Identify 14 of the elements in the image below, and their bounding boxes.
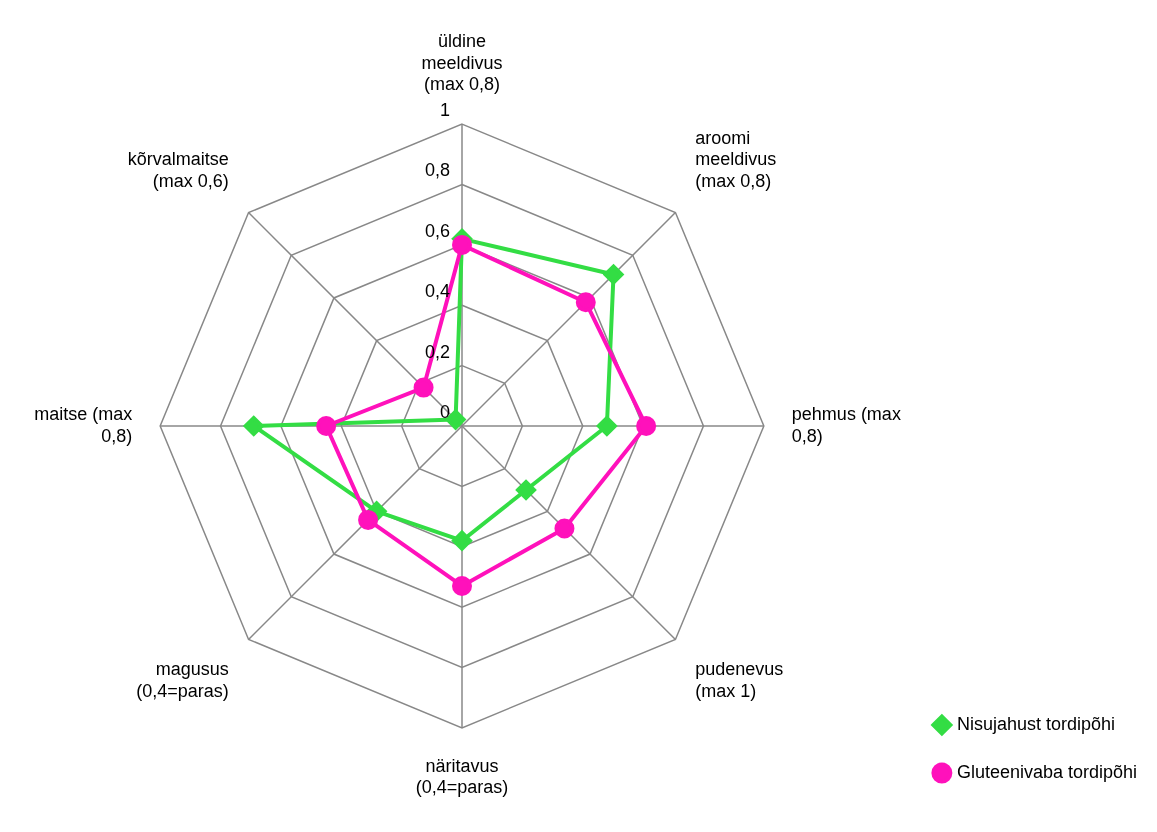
y-tick-label: 0,6 (424, 220, 450, 241)
y-tick-label: 0,8 (424, 160, 450, 181)
legend-label: Gluteenivaba tordipõhi (956, 761, 1137, 782)
spoke-label: näritavus (0,4=paras) (415, 755, 509, 798)
spoke-label: aroomi meeldivus (max 0,8) (695, 127, 777, 191)
spoke-label: üldine meeldivus (max 0,8) (421, 31, 503, 95)
spoke-label: magusus (0,4=paras) (136, 659, 229, 701)
y-tick-label: 1 (439, 100, 450, 121)
spoke-label: pehmus (max 0,8) (791, 404, 901, 446)
spoke-label: maitse (max 0,8) (34, 404, 133, 446)
legend-label: Nisujahust tordipõhi (956, 713, 1115, 734)
spoke-label: kõrvalmaitse (max 0,6) (127, 149, 229, 191)
spoke-label: pudenevus (max 1) (695, 659, 784, 701)
y-tick-label: 0 (439, 401, 450, 422)
